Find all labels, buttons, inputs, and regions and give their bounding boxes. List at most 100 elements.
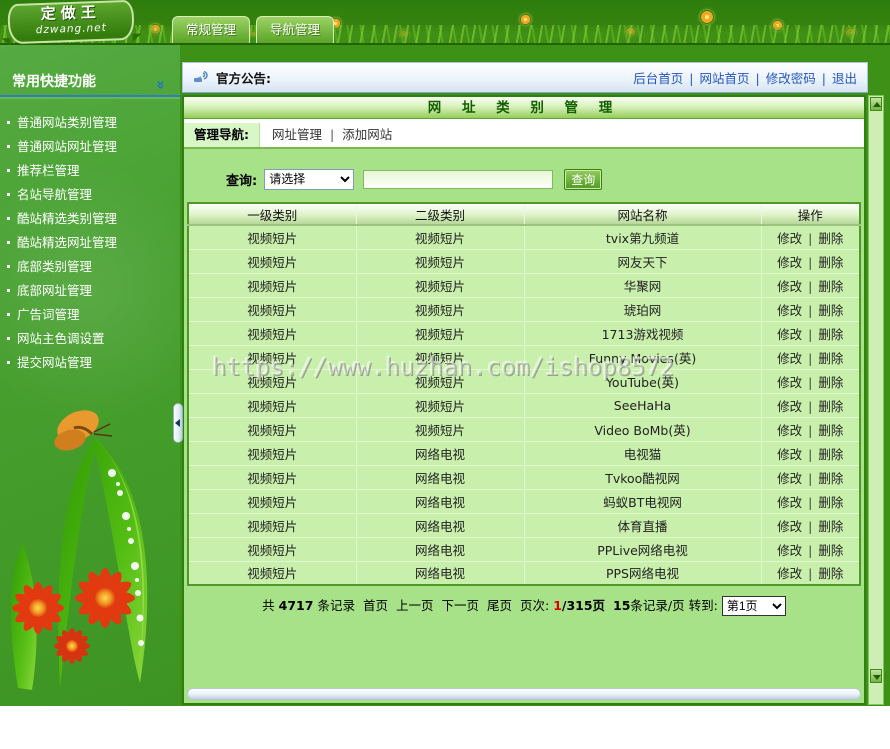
separator: | — [808, 278, 813, 294]
edit-link[interactable]: 修改 — [777, 374, 803, 390]
pager-link[interactable]: 下一页 — [441, 598, 479, 613]
edit-link[interactable]: 修改 — [777, 278, 803, 294]
edit-link[interactable]: 修改 — [777, 398, 803, 414]
edit-link[interactable]: 修改 — [777, 494, 803, 510]
cell-site-name: PPS网络电视 — [524, 560, 762, 585]
delete-link[interactable]: 删除 — [818, 470, 844, 486]
pager-link[interactable]: 上一页 — [395, 598, 434, 613]
sidebar-item[interactable]: 提交网站管理 — [0, 351, 180, 375]
cell-category1: 视频短片 — [188, 488, 357, 513]
topbar-link[interactable]: 后台首页 — [633, 71, 684, 86]
edit-link[interactable]: 修改 — [777, 326, 803, 342]
scroll-down-button[interactable] — [870, 669, 882, 683]
topbar-links: 后台首页 | 网站首页 | 修改密码 | 退出 — [633, 68, 857, 87]
table-row: 视频短片 网络电视 PPLive网络电视 修改 | 删除 — [188, 536, 860, 561]
query-row: 查询: 请选择 查询 — [226, 168, 864, 190]
arrow-down-icon — [873, 675, 881, 680]
edit-link[interactable]: 修改 — [777, 566, 803, 582]
chevron-down-icon[interactable]: » — [152, 80, 171, 90]
cell-operations: 修改 | 删除 — [761, 320, 860, 345]
scroll-up-button[interactable] — [870, 97, 882, 111]
cell-category1: 视频短片 — [188, 512, 357, 537]
edit-link[interactable]: 修改 — [777, 542, 803, 558]
edit-link[interactable]: 修改 — [777, 470, 803, 486]
cell-operations: 修改 | 删除 — [761, 296, 860, 321]
delete-link[interactable]: 删除 — [818, 230, 844, 246]
horizontal-scrollbar[interactable] — [187, 688, 861, 700]
sidebar-item[interactable]: 普通网站类别管理 — [0, 111, 180, 135]
table-row: 视频短片 视频短片 SeeHaHa 修改 | 删除 — [188, 392, 860, 417]
sidebar-menu: 普通网站类别管理 普通网站网址管理 推荐栏管理 名站导航管理 酷站精选类别管理 酷站精选网… — [0, 111, 180, 375]
sidebar-item[interactable]: 普通网站网址管理 — [0, 135, 180, 159]
edit-link[interactable]: 修改 — [777, 422, 803, 438]
delete-link[interactable]: 删除 — [818, 494, 844, 510]
cell-category1: 视频短片 — [188, 464, 357, 489]
delete-link[interactable]: 删除 — [818, 374, 844, 390]
delete-link[interactable]: 删除 — [818, 398, 844, 414]
admin-nav-label: 管理导航: — [194, 127, 249, 142]
delete-link[interactable]: 删除 — [818, 326, 844, 342]
cell-category1: 视频短片 — [188, 560, 357, 585]
cell-operations: 修改 | 删除 — [761, 512, 860, 537]
delete-link[interactable]: 删除 — [818, 566, 844, 582]
edit-link[interactable]: 修改 — [777, 518, 803, 534]
cell-operations: 修改 | 删除 — [761, 392, 860, 417]
table-row: 视频短片 网络电视 蚂蚁BT电视网 修改 | 删除 — [188, 488, 860, 513]
goto-page-select[interactable]: 第1页 — [721, 596, 786, 616]
daisy-flowers — [12, 568, 135, 664]
topbar-link[interactable]: 退出 — [831, 71, 857, 86]
sidebar-item[interactable]: 底部类别管理 — [0, 255, 180, 279]
separator: | — [808, 302, 813, 318]
cell-site-name: Tvkoo酷视网 — [524, 464, 762, 489]
delete-link[interactable]: 删除 — [818, 518, 844, 534]
cell-site-name: 琥珀网 — [524, 296, 762, 321]
main-panel: 网 址 类 别 管 理 管理导航: 网址管理 | 添加网站 查询: 请选择 查询 一… — [182, 95, 866, 705]
pager-link[interactable]: 首页 — [362, 598, 388, 613]
topbar-link[interactable]: 网站首页 — [699, 71, 750, 86]
edit-link[interactable]: 修改 — [777, 446, 803, 462]
cell-category2: 网络电视 — [356, 488, 525, 513]
topbar-link[interactable]: 修改密码 — [765, 71, 816, 86]
separator: | — [808, 470, 813, 486]
pager-total-pages: /315页 — [561, 598, 606, 613]
cell-site-name: tvix第九频道 — [524, 224, 762, 249]
edit-link[interactable]: 修改 — [777, 254, 803, 270]
tab-nav-admin[interactable]: 导航管理 — [256, 16, 335, 43]
admin-nav-link[interactable]: 添加网站 — [342, 127, 393, 142]
delete-link[interactable]: 删除 — [818, 542, 844, 558]
edit-link[interactable]: 修改 — [777, 230, 803, 246]
delete-link[interactable]: 删除 — [818, 278, 844, 294]
top-banner: 定做王 dzwang.net 常规管理 导航管理 — [0, 0, 890, 45]
query-button[interactable]: 查询 — [564, 168, 603, 190]
vertical-scrollbar[interactable] — [868, 95, 884, 705]
table-row: 视频短片 网络电视 PPS网络电视 修改 | 删除 — [188, 560, 860, 585]
sidebar-item[interactable]: 酷站精选网址管理 — [0, 231, 180, 255]
delete-link[interactable]: 删除 — [818, 302, 844, 318]
sidebar-item[interactable]: 名站导航管理 — [0, 183, 180, 207]
sidebar-item[interactable]: 推荐栏管理 — [0, 159, 180, 183]
separator: | — [821, 71, 826, 86]
url-table: 一级类别 二级类别 网站名称 操作 视频短片 视频短片 tvix第九频道 修改 | 删除 视频短片… — [187, 202, 861, 586]
sidebar-item[interactable]: 酷站精选类别管理 — [0, 207, 180, 231]
query-input[interactable] — [363, 169, 554, 189]
delete-link[interactable]: 删除 — [818, 254, 844, 270]
sidebar-item[interactable]: 广告词管理 — [0, 303, 180, 327]
sidebar-collapse-handle[interactable] — [173, 403, 183, 443]
admin-nav-link[interactable]: 网址管理 — [272, 127, 323, 142]
edit-link[interactable]: 修改 — [777, 302, 803, 318]
topbar: 官方公告: 后台首页 | 网站首页 | 修改密码 | 退出 — [182, 62, 868, 93]
table-header-cell: 网站名称 — [524, 203, 762, 226]
sidebar-item[interactable]: 网站主色调设置 — [0, 327, 180, 351]
edit-link[interactable]: 修改 — [777, 350, 803, 366]
app-background: 定做王 dzwang.net 常规管理 导航管理 常用快捷功能 » 普通网站类别… — [0, 0, 890, 706]
tab-general-admin[interactable]: 常规管理 — [172, 16, 251, 43]
sidebar-item[interactable]: 底部网址管理 — [0, 279, 180, 303]
query-category-select[interactable]: 请选择 — [264, 168, 355, 190]
cell-category2: 网络电视 — [356, 464, 525, 489]
delete-link[interactable]: 删除 — [818, 422, 844, 438]
cell-category1: 视频短片 — [188, 392, 357, 417]
delete-link[interactable]: 删除 — [818, 446, 844, 462]
pager-link[interactable]: 尾页 — [486, 598, 512, 613]
delete-link[interactable]: 删除 — [818, 350, 844, 366]
separator: | — [808, 374, 813, 390]
